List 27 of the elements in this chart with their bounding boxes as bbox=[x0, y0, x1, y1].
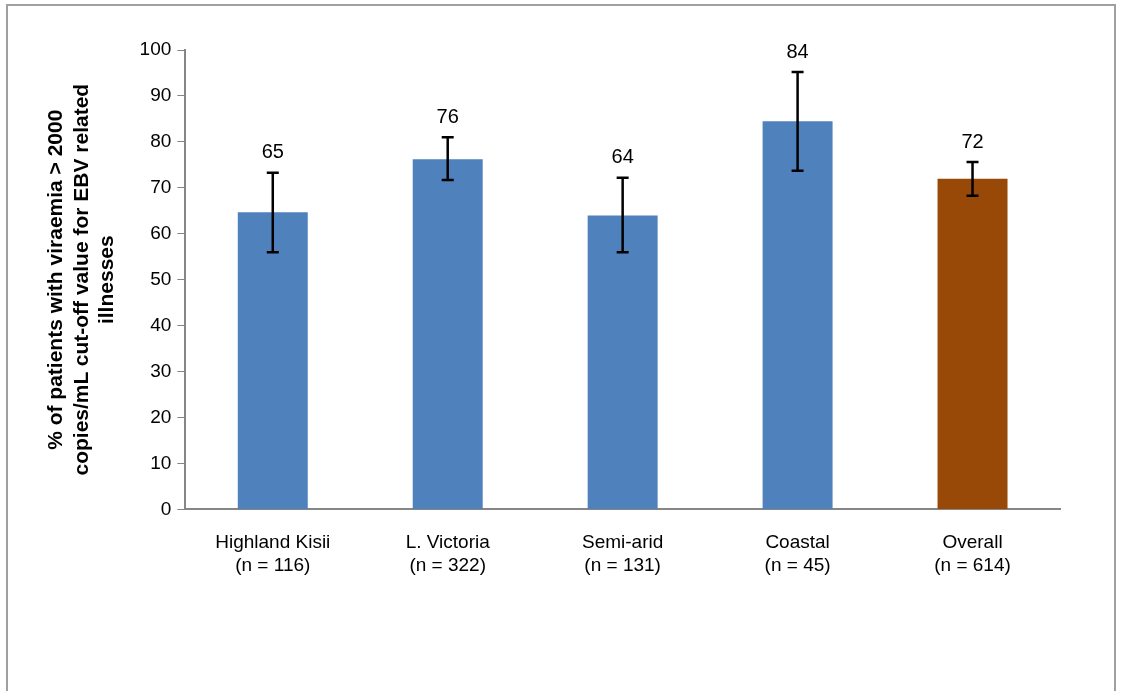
y-tick-label: 50 bbox=[150, 267, 172, 289]
y-tick-label: 80 bbox=[150, 130, 172, 152]
y-tick-label: 70 bbox=[150, 176, 172, 198]
x-tick-label: Overall (n = 614) bbox=[934, 531, 1011, 575]
data-label: 65 bbox=[261, 140, 284, 163]
bar bbox=[412, 159, 483, 509]
bar bbox=[587, 215, 658, 509]
x-tick-label: L. Victoria (n = 322) bbox=[405, 531, 491, 575]
x-tick-label: Semi-arid (n = 131) bbox=[581, 531, 664, 575]
data-label: 72 bbox=[961, 129, 984, 152]
x-tick-label: Coastal (n = 45) bbox=[764, 531, 831, 575]
data-label: 84 bbox=[786, 39, 809, 62]
y-tick-label: 100 bbox=[139, 38, 172, 60]
y-tick-label: 10 bbox=[150, 451, 172, 473]
y-tick-label: 60 bbox=[150, 221, 172, 243]
bar bbox=[237, 212, 308, 509]
data-label: 64 bbox=[611, 145, 634, 168]
y-tick-label: 0 bbox=[160, 497, 172, 519]
y-axis-title: % of patients with viraemia > 2000 copies/mL cut-off value for EBV related illnesses bbox=[43, 83, 117, 476]
y-tick-label: 90 bbox=[150, 84, 172, 106]
bar bbox=[937, 178, 1008, 509]
x-tick-label: Highland Kisii (n = 116) bbox=[215, 531, 331, 575]
y-tick-label: 20 bbox=[150, 405, 172, 427]
data-label: 76 bbox=[436, 104, 459, 127]
y-tick-label: 40 bbox=[150, 313, 172, 335]
bar bbox=[762, 121, 833, 509]
y-tick-label: 30 bbox=[150, 359, 172, 381]
